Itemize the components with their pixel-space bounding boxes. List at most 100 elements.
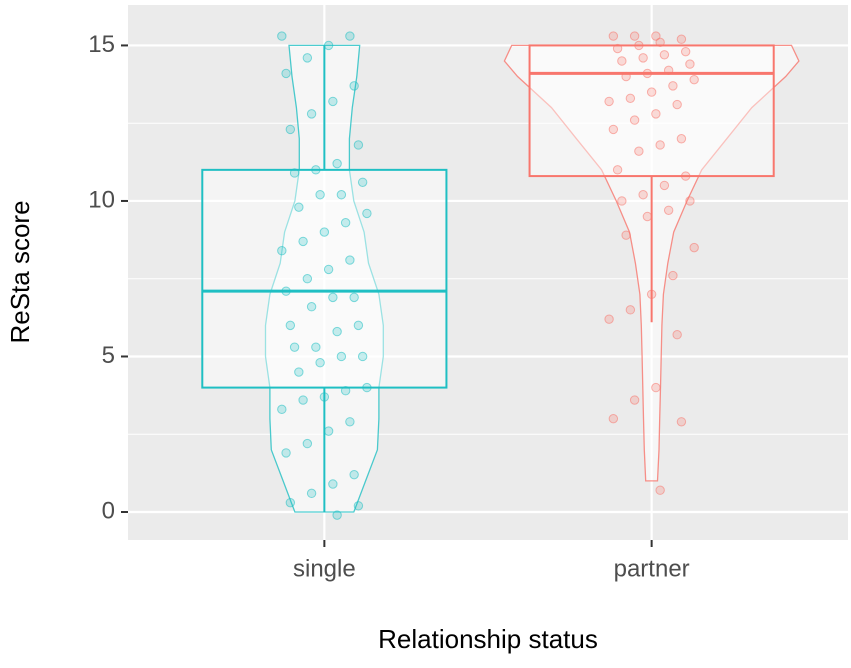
point	[663, 65, 674, 76]
y-tick-label: 10	[88, 186, 115, 213]
point	[315, 190, 325, 200]
point	[689, 74, 699, 85]
point	[336, 351, 347, 362]
point	[655, 140, 665, 150]
point	[289, 168, 300, 178]
y-tick-label: 15	[88, 31, 115, 58]
point	[323, 264, 334, 275]
point	[646, 289, 657, 299]
y-tick-label: 0	[102, 497, 115, 524]
point	[289, 342, 300, 352]
point	[281, 286, 291, 296]
violin	[264, 44, 384, 513]
point	[298, 236, 308, 247]
point	[608, 413, 619, 424]
point	[332, 158, 342, 169]
point	[629, 31, 640, 41]
point	[642, 68, 653, 79]
point	[277, 31, 287, 41]
point	[319, 227, 330, 237]
point	[328, 292, 338, 303]
point	[353, 501, 364, 511]
point	[285, 124, 296, 135]
point	[302, 53, 313, 63]
box	[201, 168, 448, 389]
box	[528, 44, 775, 178]
point	[349, 81, 359, 91]
point	[651, 382, 661, 393]
point	[638, 190, 648, 200]
x-tick-label: single	[293, 555, 356, 582]
point	[629, 115, 640, 125]
point	[311, 165, 321, 175]
point	[617, 196, 627, 206]
point	[345, 31, 355, 41]
marks	[201, 31, 800, 520]
point	[357, 177, 368, 187]
point	[676, 417, 687, 427]
point	[629, 395, 640, 405]
point	[668, 81, 678, 91]
point	[311, 342, 321, 352]
point	[328, 96, 338, 107]
point	[285, 497, 296, 508]
point	[655, 485, 665, 495]
point	[659, 50, 670, 60]
point	[634, 146, 644, 156]
point	[281, 68, 291, 79]
point	[323, 40, 334, 51]
point	[302, 274, 313, 284]
point	[676, 134, 687, 144]
point	[655, 37, 665, 48]
point	[642, 211, 653, 222]
point	[302, 438, 313, 449]
point	[646, 87, 657, 97]
point	[306, 488, 317, 499]
point	[634, 40, 644, 51]
point	[621, 71, 631, 82]
point	[332, 510, 342, 520]
point	[668, 270, 678, 281]
point	[336, 190, 347, 200]
point	[604, 314, 614, 324]
point	[685, 196, 695, 206]
point	[659, 180, 670, 191]
point	[362, 382, 372, 393]
point	[294, 367, 304, 377]
point	[625, 305, 636, 315]
point	[672, 99, 682, 110]
point	[608, 124, 619, 135]
point	[617, 56, 627, 66]
point	[685, 59, 695, 69]
point	[608, 31, 619, 41]
point	[277, 246, 287, 256]
point	[285, 320, 296, 331]
point	[353, 140, 364, 150]
point	[298, 395, 308, 405]
y-axis-title: ReSta score	[5, 200, 35, 343]
point	[323, 426, 334, 436]
point	[680, 171, 691, 181]
point	[340, 385, 351, 396]
point	[328, 479, 338, 489]
x-tick-label: partner	[614, 555, 690, 582]
point	[612, 43, 623, 54]
point	[651, 109, 661, 119]
x-axis-title: Relationship status	[378, 624, 598, 654]
point	[345, 255, 355, 265]
y-tick-label: 5	[102, 342, 115, 369]
point	[294, 202, 304, 212]
point	[349, 292, 359, 303]
point	[638, 53, 648, 63]
point	[362, 208, 372, 219]
point	[672, 330, 682, 340]
point	[689, 242, 699, 253]
point	[676, 34, 687, 44]
point	[340, 218, 351, 228]
point	[612, 165, 623, 175]
point	[319, 392, 330, 402]
point	[277, 404, 287, 415]
point	[281, 448, 291, 458]
point	[357, 351, 368, 362]
